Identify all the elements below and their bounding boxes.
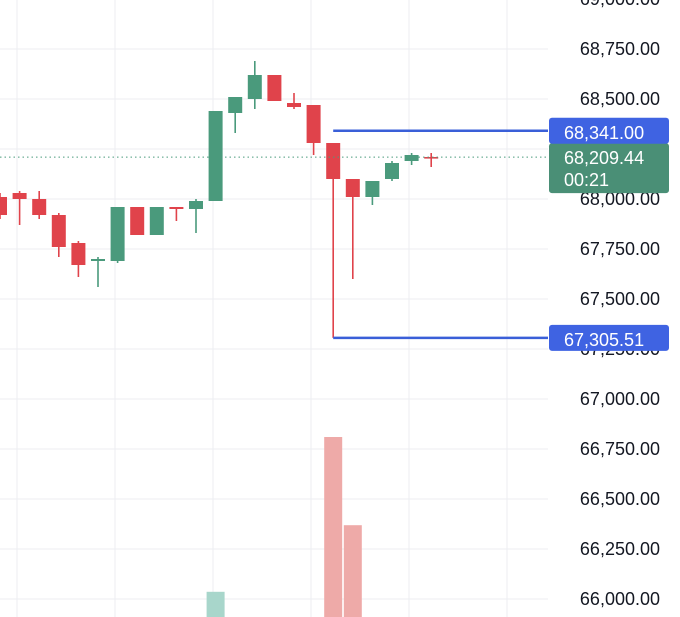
price-range-measure[interactable] [333,129,548,340]
candle-body [267,75,282,101]
price-axis[interactable]: 69,000.0068,750.0068,500.0068,250.0068,0… [549,0,669,609]
y-tick-label: 66,000.00 [580,589,660,609]
candle [91,257,105,287]
y-tick-label: 67,000.00 [580,389,660,409]
measure-low-badge-bg [549,324,669,351]
y-tick-label: 68,750.00 [580,39,660,59]
candle [247,61,262,109]
y-tick-label: 66,750.00 [580,439,660,459]
candle-body [189,201,203,209]
candle-body [32,199,47,215]
y-tick-label: 67,500.00 [580,289,660,309]
candle [51,213,66,257]
measure-high-badge-bg [549,117,669,144]
grid-lines [0,0,548,617]
candle-body [365,181,380,197]
candle [228,97,243,133]
candle [12,191,27,225]
candle [130,207,145,235]
candle-body [345,179,360,197]
candle-body [228,97,243,113]
measure-low-badge-text: 67,305.51 [564,330,644,350]
volume-bar [343,525,362,617]
candle [385,161,399,181]
candle-body [326,143,341,179]
candle [326,143,341,338]
y-tick-label: 66,250.00 [580,539,660,559]
measure-high-badge-text: 68,341.00 [564,123,644,143]
last-price-badge-bg [549,143,669,194]
y-tick-label: 68,500.00 [580,89,660,109]
candle [287,93,301,109]
y-tick-label: 66,500.00 [580,489,660,509]
candle [365,181,380,205]
measure-low-badge[interactable]: 67,305.51 [549,324,669,351]
candle [71,241,86,277]
y-tick-label: 69,000.00 [580,0,660,9]
candle [149,207,164,235]
candle [32,191,47,219]
candle [208,111,223,201]
candle [110,207,125,263]
candle-body [208,111,223,201]
candle-body [306,105,321,143]
candle [424,153,439,167]
candle-body [169,207,184,209]
candle-body [424,157,439,159]
y-tick-label: 68,000.00 [580,189,660,209]
candle-body [130,207,145,235]
candle-body [110,207,125,261]
last-price-badge-text: 68,209.44 [564,148,644,168]
candle-body [287,103,301,107]
candles [0,61,439,338]
candle [169,207,184,221]
candle [345,179,360,279]
candle [267,75,282,101]
candle-body [71,243,86,265]
candle-body [0,197,7,215]
volume-bar [324,437,343,617]
candle [189,199,203,233]
volume-bars [206,437,362,617]
candle-body [149,207,164,235]
candle-body [91,259,105,261]
measure-high-badge[interactable]: 68,341.00 [549,117,669,144]
y-tick-label: 67,750.00 [580,239,660,259]
last-price-badge-text: 00:21 [564,170,609,190]
candle-body [404,155,419,161]
candle [0,193,7,219]
candle [306,105,321,155]
candle-body [385,163,399,179]
candle-body [51,215,66,247]
candle [404,153,419,165]
candle-body [12,193,27,199]
candle-body [247,75,262,99]
volume-bar [206,591,225,617]
